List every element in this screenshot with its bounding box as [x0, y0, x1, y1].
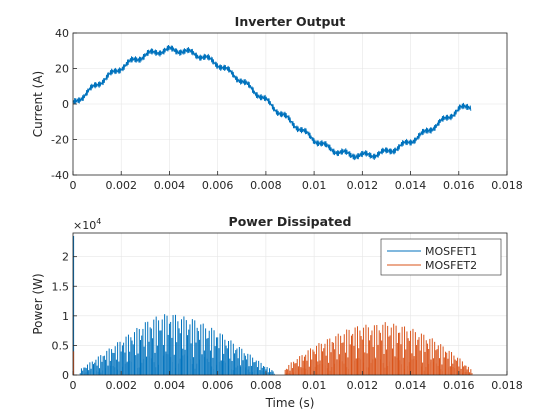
- x-tick-label: 0.004: [154, 379, 186, 392]
- x-tick-label: 0.014: [395, 179, 427, 192]
- y-tick-label: 1: [62, 310, 69, 323]
- series-mosfet1: [73, 235, 275, 375]
- x-tick-label: 0.006: [202, 179, 234, 192]
- x-tick-label: 0.018: [491, 379, 523, 392]
- y-tick-label: -40: [51, 169, 69, 182]
- series-mosfet2: [73, 322, 473, 375]
- y-tick-label: 0: [62, 98, 69, 111]
- y-tick-label: 20: [55, 63, 69, 76]
- x-tick-label: 0.002: [105, 179, 137, 192]
- x-tick-label: 0.012: [347, 379, 379, 392]
- x-tick-label: 0.008: [250, 379, 282, 392]
- x-tick-label: 0: [70, 179, 77, 192]
- y-tick-label: 0: [62, 369, 69, 382]
- y-tick-label: 0.5: [52, 339, 70, 352]
- subplot-power-dissipated: 0 0.002 0.004 0.006 0.008 0.01 0.012 0.014 0.016…: [31, 214, 523, 410]
- data-bars: [73, 235, 473, 375]
- ticks: 0 0.002 0.004 0.006 0.008 0.01 0.012 0.014 0.016…: [51, 27, 523, 192]
- y-axis-label: Power (W): [31, 273, 45, 334]
- x-tick-label: 0.016: [443, 179, 475, 192]
- y-exponent-base: ×10: [73, 219, 96, 232]
- x-tick-label: 0.002: [105, 379, 137, 392]
- y-tick-label: 1.5: [52, 280, 70, 293]
- legend: MOSFET1 MOSFET2: [380, 238, 502, 276]
- series-line-current: [72, 44, 472, 161]
- x-tick-label: 0.01: [302, 179, 327, 192]
- y-exponent-power: 4: [96, 217, 101, 226]
- x-tick-label: 0.018: [491, 179, 523, 192]
- y-tick-label: -20: [51, 134, 69, 147]
- chart-title: Power Dissipated: [229, 214, 352, 229]
- x-tick-label: 0.008: [250, 179, 282, 192]
- y-axis-exponent: ×104: [73, 217, 101, 232]
- y-tick-label: 2: [62, 251, 69, 264]
- legend-label-mosfet2: MOSFET2: [425, 259, 477, 272]
- x-axis-label: Time (s): [265, 396, 315, 410]
- data-lines: [72, 44, 472, 161]
- chart-title: Inverter Output: [235, 14, 346, 29]
- x-tick-label: 0.012: [347, 179, 379, 192]
- x-tick-label: 0: [70, 379, 77, 392]
- y-tick-label: 40: [55, 27, 69, 40]
- x-tick-label: 0.01: [302, 379, 327, 392]
- legend-label-mosfet1: MOSFET1: [425, 245, 477, 258]
- subplot-inverter-output: 0 0.002 0.004 0.006 0.008 0.01 0.012 0.014 0.016…: [31, 14, 523, 192]
- y-axis-label: Current (A): [31, 71, 45, 137]
- ticks: 0 0.002 0.004 0.006 0.008 0.01 0.012 0.014 0.016…: [52, 251, 523, 392]
- x-tick-label: 0.006: [202, 379, 234, 392]
- x-tick-label: 0.004: [154, 179, 186, 192]
- x-tick-label: 0.014: [395, 379, 427, 392]
- axes-box: [72, 232, 508, 376]
- x-tick-label: 0.016: [443, 379, 475, 392]
- legend-box: [380, 238, 502, 276]
